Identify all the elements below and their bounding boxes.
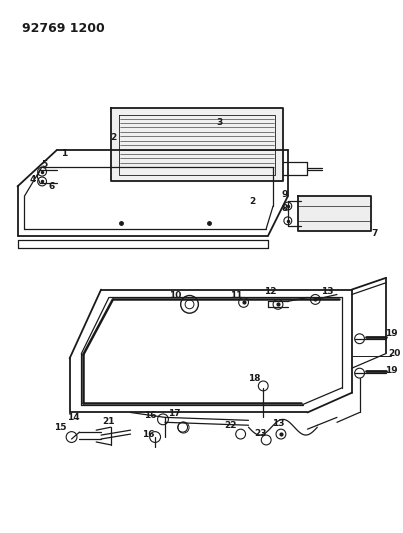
Text: 1: 1 [60, 149, 67, 158]
Text: 21: 21 [103, 417, 115, 426]
Text: 23: 23 [254, 429, 266, 438]
Text: 5: 5 [41, 160, 47, 169]
Text: 6: 6 [49, 182, 55, 191]
Text: 2: 2 [249, 197, 256, 206]
Text: 9: 9 [282, 190, 288, 199]
Text: 12: 12 [264, 287, 276, 296]
Text: 8: 8 [282, 204, 288, 213]
Text: 18: 18 [248, 374, 261, 383]
Text: 19: 19 [385, 366, 397, 375]
Text: 2: 2 [111, 133, 117, 142]
Text: 4: 4 [29, 175, 35, 184]
Text: 15: 15 [54, 423, 66, 432]
Text: 13: 13 [321, 287, 333, 296]
Polygon shape [298, 196, 372, 231]
Text: 13: 13 [272, 419, 284, 428]
Text: 22: 22 [224, 421, 237, 430]
Text: 16: 16 [144, 411, 156, 420]
Text: 14: 14 [67, 413, 80, 422]
Text: 7: 7 [371, 229, 378, 238]
Polygon shape [111, 108, 283, 181]
Text: 10: 10 [168, 291, 181, 300]
Text: 16: 16 [142, 430, 154, 439]
Text: 19: 19 [385, 329, 397, 338]
Text: 20: 20 [388, 349, 400, 358]
Text: 92769 1200: 92769 1200 [23, 22, 105, 35]
Text: 17: 17 [168, 409, 181, 418]
Text: 11: 11 [231, 291, 243, 300]
Text: 3: 3 [216, 118, 222, 127]
